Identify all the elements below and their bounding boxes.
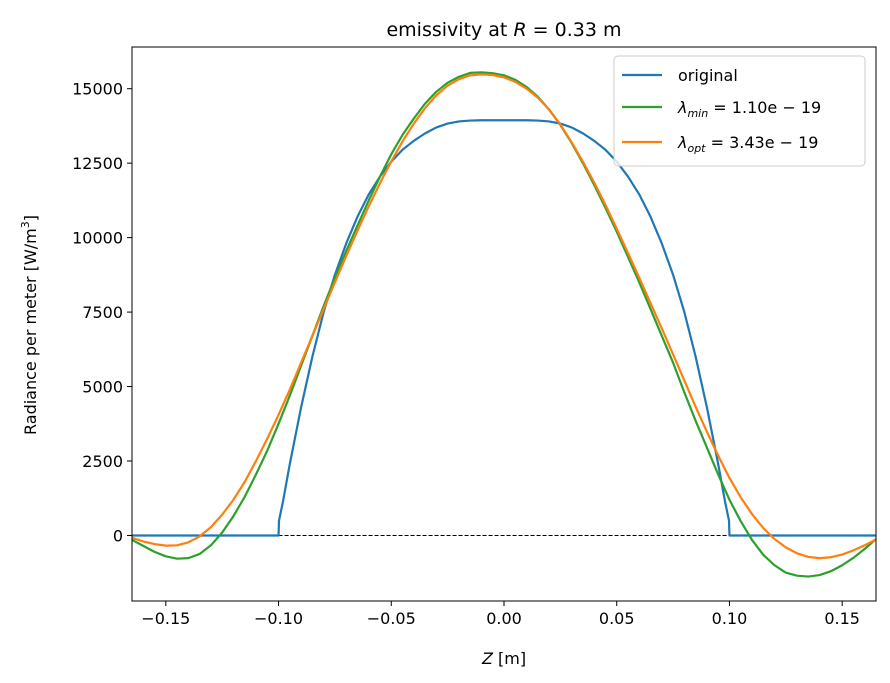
- y-tick-label: 12500: [72, 154, 123, 173]
- y-tick-label: 15000: [72, 80, 123, 99]
- y-tick-label: 0: [113, 526, 123, 545]
- y-tick-label: 5000: [82, 378, 123, 397]
- y-tick-label: 7500: [82, 303, 123, 322]
- y-tick-label: 2500: [82, 452, 123, 471]
- x-tick-label: −0.05: [367, 609, 416, 628]
- x-tick-label: −0.15: [141, 609, 190, 628]
- x-tick-label: 0.10: [712, 609, 748, 628]
- axes: −0.15 −0.10 −0.05 0.00 0.05 0.10 0.15 0 2500 5000…: [72, 46, 877, 628]
- legend-label-lambda-min: λmin = 1.10e − 19: [677, 98, 821, 120]
- chart-title: emissivity at R = 0.33 m: [386, 19, 621, 41]
- series-line-1: [132, 71, 876, 578]
- legend-box: [613, 55, 866, 167]
- series-line-2: [132, 73, 876, 560]
- x-tick-label: 0.15: [824, 609, 860, 628]
- x-tick-label: 0.05: [599, 609, 635, 628]
- legend: original λmin = 1.10e − 19 λopt = 3.43e …: [613, 55, 866, 167]
- plot-area: [132, 71, 876, 578]
- series-line-0: [132, 119, 876, 537]
- x-axis-label: Z [m]: [481, 649, 526, 668]
- y-axis-label: Radiance per meter [W/m3]: [19, 215, 40, 435]
- x-tick-label: −0.10: [254, 609, 303, 628]
- legend-label-lambda-opt: λopt = 3.43e − 19: [677, 133, 818, 155]
- legend-label-original: original: [678, 66, 738, 85]
- y-tick-label: 10000: [72, 229, 123, 248]
- x-tick-label: 0.00: [486, 609, 522, 628]
